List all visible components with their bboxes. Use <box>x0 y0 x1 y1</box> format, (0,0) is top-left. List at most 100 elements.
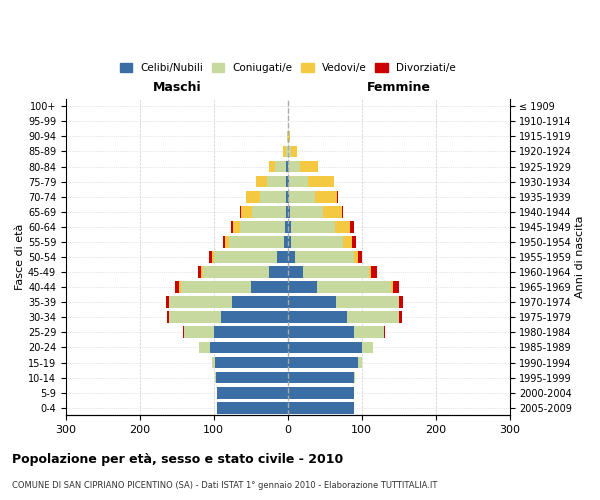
Bar <box>288 146 292 158</box>
Bar <box>302 266 369 278</box>
Bar <box>241 221 285 232</box>
Legend: Celibi/Nubili, Coniugati/e, Vedovi/e, Divorziati/e: Celibi/Nubili, Coniugati/e, Vedovi/e, Di… <box>117 60 459 76</box>
Bar <box>323 206 342 218</box>
Bar <box>260 191 286 202</box>
Bar <box>295 251 355 263</box>
Bar <box>197 266 201 278</box>
Bar <box>393 282 398 293</box>
Bar <box>179 282 181 293</box>
Bar <box>225 236 229 248</box>
Bar <box>288 282 317 293</box>
Bar <box>288 372 355 384</box>
Bar <box>283 146 286 158</box>
Bar <box>391 282 393 293</box>
Bar <box>267 176 286 188</box>
Bar <box>400 296 403 308</box>
Bar <box>288 387 355 398</box>
Bar <box>288 296 336 308</box>
Bar <box>286 191 288 202</box>
Bar <box>288 130 289 142</box>
Bar <box>284 236 288 248</box>
Bar <box>369 266 371 278</box>
Bar <box>358 251 362 263</box>
Bar <box>184 326 214 338</box>
Bar <box>288 191 289 202</box>
Bar <box>308 176 334 188</box>
Bar <box>201 266 203 278</box>
Bar <box>288 402 355 413</box>
Bar <box>315 191 337 202</box>
Bar <box>175 282 179 293</box>
Bar <box>275 160 286 172</box>
Bar <box>358 356 362 368</box>
Bar <box>285 221 288 232</box>
Bar <box>292 146 298 158</box>
Bar <box>347 312 398 323</box>
Bar <box>166 296 169 308</box>
Bar <box>288 236 292 248</box>
Bar <box>277 251 288 263</box>
Bar <box>337 191 338 202</box>
Bar <box>217 387 288 398</box>
Bar <box>288 176 289 188</box>
Bar <box>292 236 343 248</box>
Bar <box>269 160 275 172</box>
Bar <box>167 312 169 323</box>
Bar <box>181 282 251 293</box>
Bar <box>199 342 210 353</box>
Bar <box>286 176 288 188</box>
Text: COMUNE DI SAN CIPRIANO PICENTINO (SA) - Dati ISTAT 1° gennaio 2010 - Elaborazion: COMUNE DI SAN CIPRIANO PICENTINO (SA) - … <box>12 480 437 490</box>
Bar <box>288 312 347 323</box>
Bar <box>232 296 288 308</box>
Bar <box>212 356 215 368</box>
Bar <box>355 326 384 338</box>
Bar <box>342 206 343 218</box>
Bar <box>288 356 358 368</box>
Bar <box>212 251 214 263</box>
Bar <box>229 236 284 248</box>
Bar <box>343 236 352 248</box>
Bar <box>289 176 308 188</box>
Bar <box>241 206 252 218</box>
Text: Popolazione per età, sesso e stato civile - 2010: Popolazione per età, sesso e stato civil… <box>12 452 343 466</box>
Bar <box>269 266 288 278</box>
Bar <box>214 251 277 263</box>
Bar <box>291 221 335 232</box>
Bar <box>221 312 288 323</box>
Y-axis label: Fasce di età: Fasce di età <box>15 224 25 290</box>
Bar <box>336 296 398 308</box>
Bar <box>223 236 225 248</box>
Bar <box>289 160 299 172</box>
Bar <box>371 266 377 278</box>
Bar <box>288 326 355 338</box>
Bar <box>245 191 260 202</box>
Bar <box>288 266 302 278</box>
Bar <box>256 176 267 188</box>
Bar <box>209 251 212 263</box>
Bar <box>335 221 350 232</box>
Bar <box>203 266 269 278</box>
Bar <box>217 402 288 413</box>
Bar <box>288 342 362 353</box>
Bar <box>251 282 288 293</box>
Bar <box>210 342 288 353</box>
Bar <box>215 356 288 368</box>
Text: Maschi: Maschi <box>152 81 201 94</box>
Bar <box>290 206 323 218</box>
Bar <box>215 372 216 384</box>
Y-axis label: Anni di nascita: Anni di nascita <box>575 216 585 298</box>
Bar <box>398 296 400 308</box>
Bar <box>286 160 288 172</box>
Bar <box>288 221 291 232</box>
Bar <box>252 206 286 218</box>
Bar <box>286 206 288 218</box>
Bar <box>355 251 358 263</box>
Bar <box>288 206 290 218</box>
Bar <box>233 221 241 232</box>
Bar <box>239 206 241 218</box>
Bar <box>214 326 288 338</box>
Bar <box>169 296 232 308</box>
Bar <box>288 251 295 263</box>
Bar <box>362 342 373 353</box>
Bar <box>169 312 221 323</box>
